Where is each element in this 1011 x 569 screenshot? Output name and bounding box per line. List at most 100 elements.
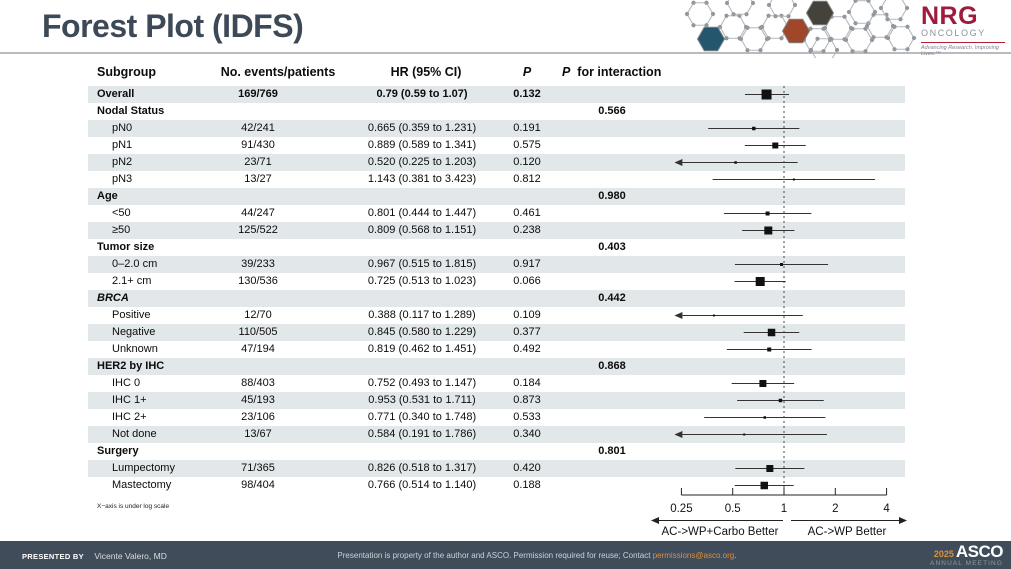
row-hr-ci: 0.520 (0.225 to 1.203) [367,156,477,168]
row-label: IHC 1+ [112,394,147,406]
asco-logo-year: 2025 [933,548,954,559]
table-row: IHC 0 88/403 0.752 (0.493 to 1.147) 0.184 [88,375,905,392]
row-label: IHC 2+ [112,411,147,423]
hexagon-vertex-dot [821,49,826,54]
hexagon-vertex-dot [724,13,729,18]
row-events: 13/27 [244,173,272,185]
hexagon-vertex-dot [792,2,798,8]
col-header-subgroup: Subgroup [97,65,157,79]
row-p-interaction: 0.566 [598,105,626,117]
hexagon-outline [726,0,754,15]
col-header-p-interaction-p: P [562,65,571,79]
hexagon-vertex-dot [842,14,847,19]
row-hr-ci: 0.809 (0.568 to 1.151) [367,224,477,236]
hexagon-vertex-dot [766,13,771,18]
row-events: 130/536 [238,275,278,287]
row-events: 23/71 [244,156,272,168]
hexagon-vertex-dot [786,14,791,19]
row-label: 0–2.0 cm [112,258,158,270]
row-events: 47/194 [241,343,275,355]
axis-scale-note: X−axis is under log scale [97,503,170,510]
table-row: IHC 1+ 45/193 0.953 (0.531 to 1.711) 0.873 [88,392,905,409]
hexagon-vertex-dot [766,36,771,41]
hexagon-vertex-dot [731,12,736,17]
hexagon-outline [887,26,915,50]
col-header-hr: HR (95% CI) [390,65,462,79]
row-label: Negative [112,326,156,338]
row-p-value: 0.109 [513,309,541,321]
hexagon-vertex-dot [866,0,871,3]
row-label: Lumpectomy [112,462,175,474]
row-p-value: 0.873 [513,394,541,406]
row-label: Surgery [97,445,139,457]
copyright-text-suffix: . [734,550,737,560]
hexagon-vertex-dot [744,12,749,17]
row-events: 125/522 [238,224,278,236]
hexagon-vertex-dot [846,9,852,15]
row-p-value: 0.533 [513,411,541,423]
x-axis-tick-label: 0.5 [725,503,741,515]
hexagon-vertex-dot [850,26,855,31]
hexagon-vertex-dot [759,24,765,30]
nrg-logo-rule [921,42,1005,43]
hexagon-vertex-dot [885,17,890,22]
row-p-interaction: 0.403 [598,241,626,253]
right-direction-label: AC->WP Better [808,526,887,538]
table-row: 2.1+ cm 130/536 0.725 (0.513 to 1.023) 0.06… [88,273,905,290]
row-hr-ci: 0.388 (0.117 to 1.289) [368,309,476,321]
table-row: 0–2.0 cm 39/233 0.967 (0.515 to 1.815) 0.91… [88,256,905,273]
row-hr-ci: 0.752 (0.493 to 1.147) [367,377,477,389]
nrg-oncology-logo: NRG ONCOLOGY Advancing Research. Improvi… [921,4,1007,57]
row-hr-ci: 0.584 (0.191 to 1.786) [367,428,477,440]
hexagon-vertex-dot [850,49,855,54]
presented-by-label: PRESENTED BY [22,552,84,561]
row-events: 169/769 [238,88,278,100]
row-hr-ci: 0.771 (0.340 to 1.748) [367,411,477,423]
hex-molecule-graphic [684,0,917,58]
row-p-value: 0.575 [513,139,541,151]
nrg-logo-subtext: ONCOLOGY [921,28,986,38]
table-row: Negative 110/505 0.845 (0.580 to 1.229) 0.3… [88,324,905,341]
hexagon-vertex-dot [704,0,709,5]
row-p-value: 0.492 [513,343,541,355]
row-hr-ci: 0.826 (0.518 to 1.317) [367,462,477,474]
hexagon-vertex-dot [717,24,723,30]
hexagon-vertex-dot [724,36,729,41]
row-hr-ci: 0.725 (0.513 to 1.023) [367,275,477,287]
hexagon-vertex-dot [710,11,716,17]
row-p-value: 0.238 [513,224,541,236]
hexagon-outline [740,27,768,51]
col-header-events: No. events/patients [220,65,336,79]
table-row: <50 44/247 0.801 (0.444 to 1.447) 0.461 [88,205,905,222]
row-p-value: 0.188 [513,479,541,491]
row-p-value: 0.461 [513,207,541,219]
table-row: Surgery 0.801 [88,443,905,460]
x-axis-tick-label: 4 [883,503,890,515]
table-row: ≥50 125/522 0.809 (0.568 to 1.151) 0.238 [88,222,905,239]
hexagon-vertex-dot [853,0,858,3]
hexagon-outline [880,0,908,20]
row-events: 12/70 [244,309,272,321]
row-label: ≥50 [112,224,131,236]
table-row: Unknown 47/194 0.819 (0.462 to 1.451) 0.492 [88,341,905,358]
hexagon-filled [781,18,811,44]
hexagon-vertex-dot [745,25,750,30]
row-label: Unknown [112,343,158,355]
hexagon-vertex-dot [898,17,903,22]
row-events: 98/404 [241,479,275,491]
table-row: BRCA 0.442 [88,290,905,307]
row-p-value: 0.340 [513,428,541,440]
row-label: Tumor size [97,241,155,253]
table-row: Not done 13/67 0.584 (0.191 to 1.786) 0.340 [88,426,905,443]
footer-bar: PRESENTED BY Vicente Valero, MD Presenta… [0,541,1011,569]
permissions-email-link[interactable]: permissions@asco.org [652,550,735,560]
left-direction-label: AC->WP+Carbo Better [662,526,779,538]
hexagon-vertex-dot [828,36,833,41]
row-p-value: 0.132 [513,88,541,100]
row-hr-ci: 0.845 (0.580 to 1.229) [367,326,477,338]
row-label: IHC 0 [112,377,141,389]
row-p-interaction: 0.442 [598,292,626,304]
x-axis-tick-label: 2 [832,503,838,515]
row-events: 45/193 [241,394,275,406]
